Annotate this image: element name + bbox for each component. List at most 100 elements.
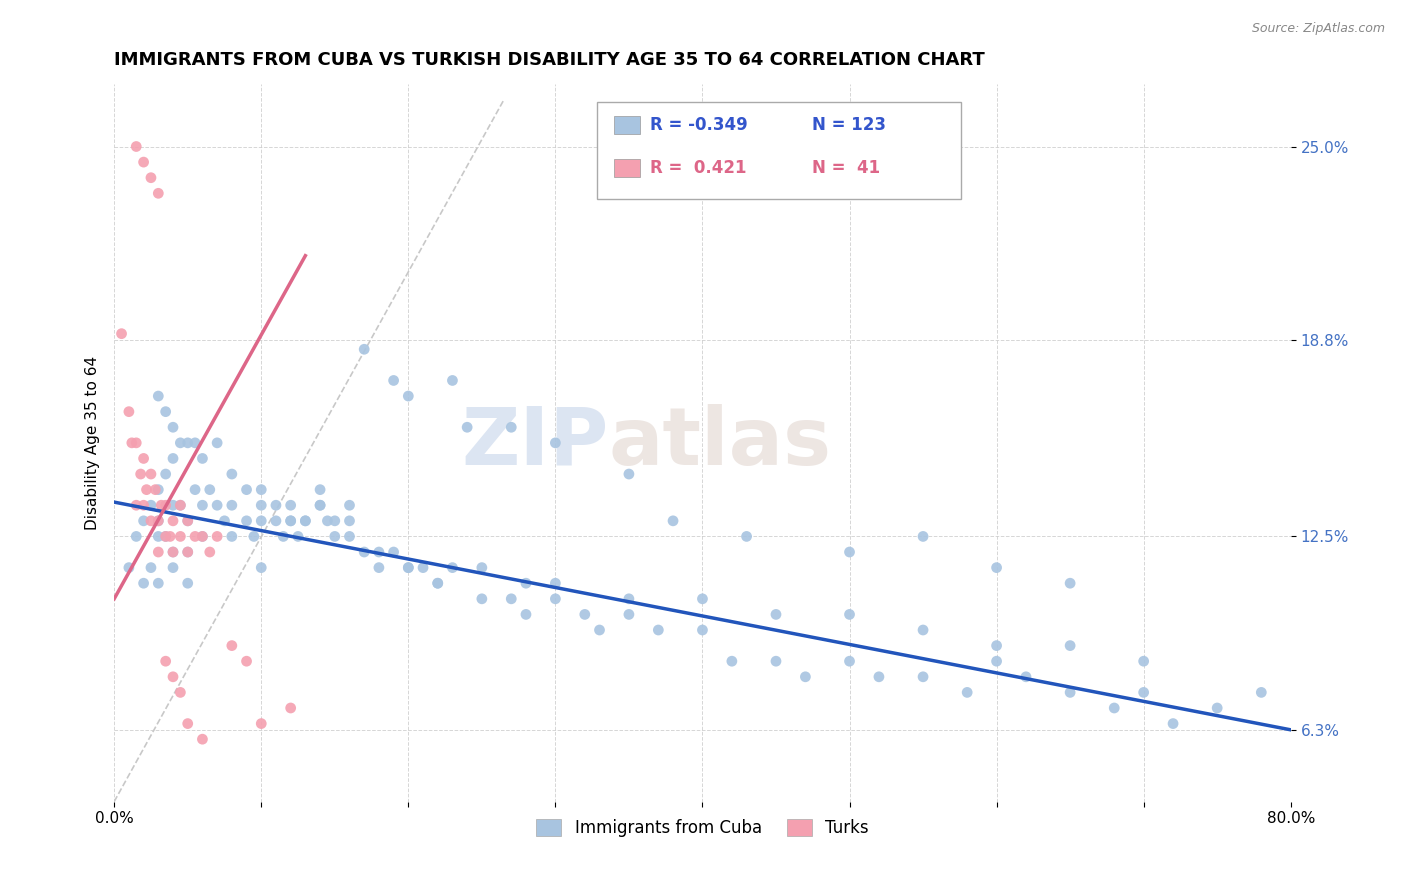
Point	[162, 514, 184, 528]
Point	[382, 545, 405, 559]
Point	[132, 155, 155, 169]
Point	[155, 529, 177, 543]
Point	[1161, 716, 1184, 731]
Point	[205, 529, 228, 543]
Point	[339, 498, 361, 512]
Text: IMMIGRANTS FROM CUBA VS TURKISH DISABILITY AGE 35 TO 64 CORRELATION CHART: IMMIGRANTS FROM CUBA VS TURKISH DISABILI…	[114, 51, 986, 69]
Point	[169, 498, 191, 512]
Point	[235, 514, 257, 528]
Point	[396, 389, 419, 403]
Point	[721, 654, 744, 668]
Point	[353, 343, 375, 357]
Point	[662, 514, 685, 528]
Point	[162, 498, 184, 512]
Point	[309, 498, 332, 512]
Point	[177, 545, 200, 559]
Point	[287, 529, 309, 543]
Text: R =  0.421: R = 0.421	[650, 159, 747, 178]
Point	[205, 435, 228, 450]
Point	[250, 483, 273, 497]
Point	[110, 326, 132, 341]
Point	[501, 420, 523, 434]
Point	[765, 607, 787, 622]
Point	[1132, 654, 1154, 668]
Point	[294, 514, 316, 528]
Point	[868, 670, 890, 684]
Point	[441, 374, 464, 388]
Point	[118, 560, 141, 574]
Point	[148, 576, 170, 591]
Point	[986, 639, 1008, 653]
Point	[396, 560, 419, 574]
Point	[169, 529, 191, 543]
Point	[155, 498, 177, 512]
Point	[426, 576, 449, 591]
Point	[316, 514, 339, 528]
Point	[148, 483, 170, 497]
Point	[250, 560, 273, 574]
Point	[471, 591, 494, 606]
Point	[162, 545, 184, 559]
Text: N =  41: N = 41	[811, 159, 880, 178]
Point	[1132, 685, 1154, 699]
Point	[162, 420, 184, 434]
Point	[912, 670, 935, 684]
Point	[125, 498, 148, 512]
Text: ZIP: ZIP	[461, 404, 609, 482]
Point	[139, 514, 162, 528]
Point	[280, 514, 302, 528]
Point	[148, 186, 170, 201]
Point	[132, 451, 155, 466]
Point	[184, 435, 207, 450]
Point	[323, 529, 346, 543]
Text: atlas: atlas	[609, 404, 831, 482]
Point	[692, 623, 714, 637]
Point	[323, 514, 346, 528]
Point	[177, 545, 200, 559]
Point	[177, 514, 200, 528]
Point	[139, 170, 162, 185]
Point	[1059, 639, 1081, 653]
Point	[145, 483, 167, 497]
Point	[135, 483, 157, 497]
Point	[155, 654, 177, 668]
Point	[382, 374, 405, 388]
Point	[544, 576, 567, 591]
Point	[280, 498, 302, 512]
Point	[169, 435, 191, 450]
Point	[412, 560, 434, 574]
Point	[441, 560, 464, 574]
Bar	[614, 159, 640, 178]
Point	[1250, 685, 1272, 699]
Point	[544, 435, 567, 450]
Point	[191, 529, 214, 543]
Bar	[614, 116, 640, 135]
Point	[132, 576, 155, 591]
Point	[214, 514, 236, 528]
Point	[221, 498, 243, 512]
Point	[125, 529, 148, 543]
Point	[191, 732, 214, 747]
Point	[426, 576, 449, 591]
Point	[367, 545, 389, 559]
Point	[132, 514, 155, 528]
Point	[162, 670, 184, 684]
Point	[912, 529, 935, 543]
Point	[617, 607, 640, 622]
Point	[280, 514, 302, 528]
Point	[1015, 670, 1038, 684]
Point	[148, 545, 170, 559]
Point	[250, 716, 273, 731]
Point	[243, 529, 266, 543]
Point	[221, 467, 243, 481]
Point	[617, 467, 640, 481]
Point	[184, 483, 207, 497]
Point	[353, 545, 375, 559]
Point	[177, 716, 200, 731]
Point	[339, 529, 361, 543]
Point	[912, 623, 935, 637]
Point	[588, 623, 610, 637]
Point	[191, 451, 214, 466]
Point	[367, 560, 389, 574]
Point	[794, 670, 817, 684]
